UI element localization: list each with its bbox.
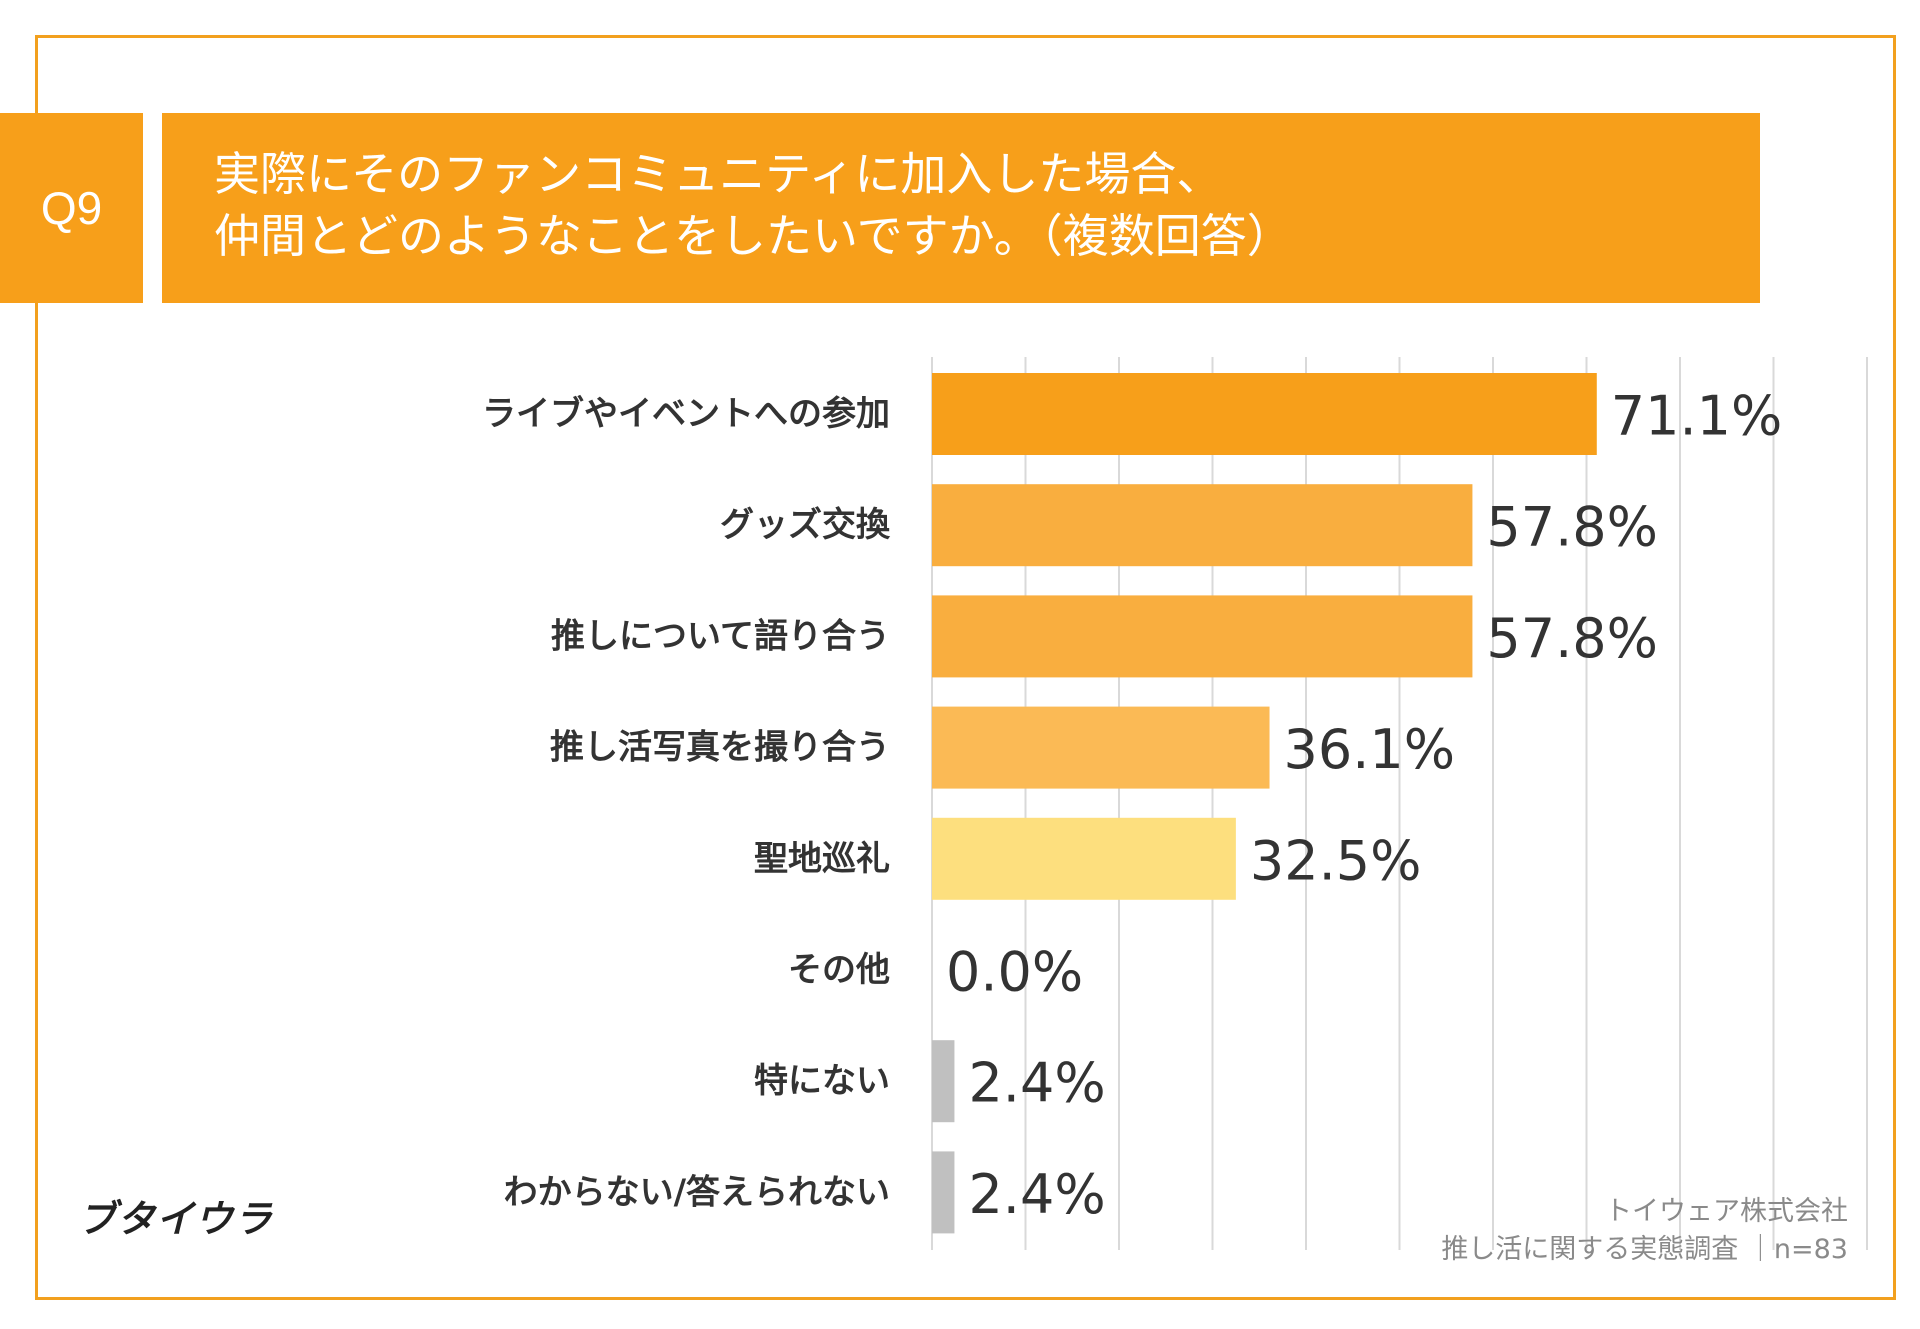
value-label-6: 2.4%	[968, 1052, 1105, 1115]
value-label-1: 57.8%	[1486, 496, 1658, 559]
value-label-3: 36.1%	[1284, 718, 1456, 781]
question-number-badge: Q9	[0, 113, 143, 303]
brand-logo: ブタイウラ	[78, 1197, 274, 1241]
bar-0	[932, 373, 1597, 455]
source-survey: 推し活に関する実態調査 ｜n=83	[1441, 1234, 1848, 1265]
category-label-0: ライブやイベントへの参加	[482, 394, 890, 434]
category-label-2: 推しについて語り合う	[551, 616, 890, 656]
question-title-line-2: 仲間とどのようなことをしたいですか。（複数回答）	[214, 209, 1293, 263]
category-label-6: 特にない	[754, 1061, 890, 1101]
category-label-7: わからない/答えられない	[504, 1172, 890, 1212]
category-label-1: グッズ交換	[720, 505, 891, 545]
bar-4	[932, 817, 1236, 900]
category-label-5: その他	[788, 950, 890, 990]
category-label-4: 聖地巡礼	[754, 839, 890, 879]
bar-1	[932, 484, 1473, 567]
value-label-2: 57.8%	[1486, 607, 1658, 670]
value-label-5: 0.0%	[946, 941, 1083, 1004]
bar-3	[932, 706, 1270, 789]
question-title-line-1: 実際にそのファンコミュニティに加入した場合、	[214, 147, 1223, 201]
value-label-4: 32.5%	[1250, 829, 1422, 892]
source-company: トイウェア株式会社	[1605, 1196, 1848, 1227]
value-label-0: 71.1%	[1611, 385, 1783, 448]
bar-6	[932, 1040, 955, 1123]
source-note: トイウェア株式会社 推し活に関する実態調査 ｜n=83	[1441, 1193, 1848, 1269]
chart-frame	[35, 35, 1896, 1300]
question-title-banner: 実際にそのファンコミュニティに加入した場合、 仲間とどのようなことをしたいですか…	[162, 113, 1760, 303]
bar-7	[932, 1151, 955, 1234]
category-label-3: 推し活写真を撮り合う	[550, 728, 890, 768]
bar-2	[932, 595, 1473, 678]
value-label-7: 2.4%	[968, 1163, 1105, 1226]
